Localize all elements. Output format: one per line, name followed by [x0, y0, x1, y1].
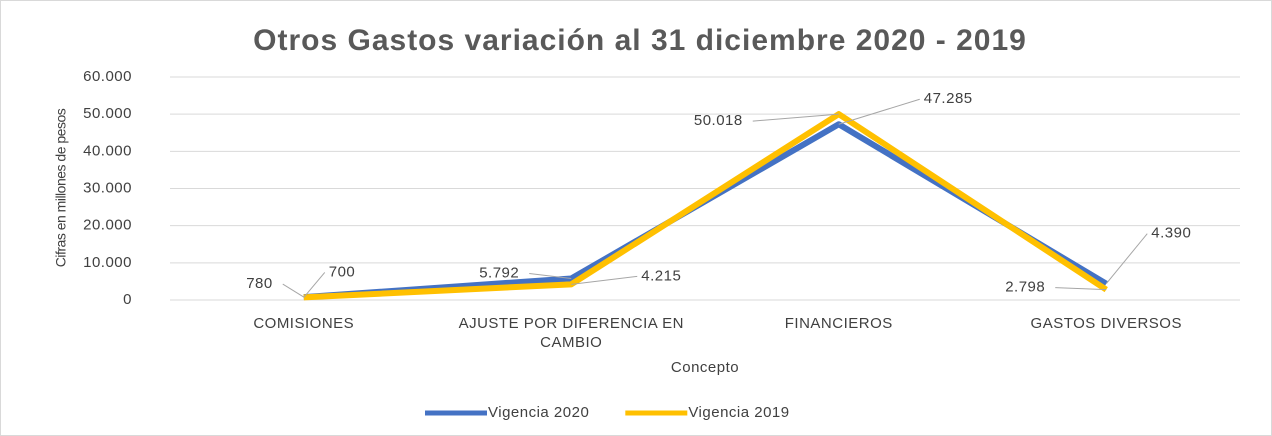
- leader-line: [571, 275, 638, 285]
- leader-line: [529, 272, 572, 279]
- data-label: 2.798: [1005, 279, 1045, 296]
- y-axis-label: Cifras en millones de pesos: [53, 108, 69, 267]
- data-label: 780: [246, 275, 273, 292]
- y-tick-label: 20.000: [83, 217, 132, 234]
- data-label: 4.390: [1151, 225, 1191, 242]
- y-tick-label: 10.000: [83, 254, 132, 271]
- x-tick-label: GASTOS DIVERSOS: [1030, 315, 1182, 332]
- data-label: 4.215: [641, 267, 681, 284]
- x-tick-label: COMISIONES: [253, 315, 355, 332]
- x-tick-label: FINANCIEROS: [784, 315, 893, 332]
- legend-label: Vigencia 2019: [688, 404, 789, 421]
- x-axis-label: Concepto: [671, 359, 739, 376]
- leader-line: [1105, 233, 1148, 285]
- y-tick-label: 50.000: [83, 105, 132, 122]
- y-tick-label: 0: [123, 291, 132, 308]
- line-series: [303, 111, 1108, 301]
- leader-line: [838, 98, 920, 125]
- y-tick-label: 40.000: [83, 142, 132, 159]
- leader-line: [303, 272, 326, 298]
- y-tick-label: 60.000: [83, 68, 132, 85]
- data-label: 50.018: [694, 112, 743, 129]
- leader-line: [752, 113, 839, 122]
- y-tick-label: 30.000: [83, 179, 132, 196]
- legend-label: Vigencia 2020: [488, 404, 589, 421]
- x-tick-label: AJUSTE POR DIFERENCIA EN CAMBIO: [458, 315, 684, 351]
- data-label: 47.285: [924, 90, 973, 107]
- data-label: 5.792: [479, 264, 519, 281]
- leader-line: [282, 283, 305, 298]
- data-label: 700: [329, 263, 356, 280]
- leader-line: [1055, 287, 1107, 291]
- chart-title: Otros Gastos variación al 31 diciembre 2…: [253, 24, 1027, 57]
